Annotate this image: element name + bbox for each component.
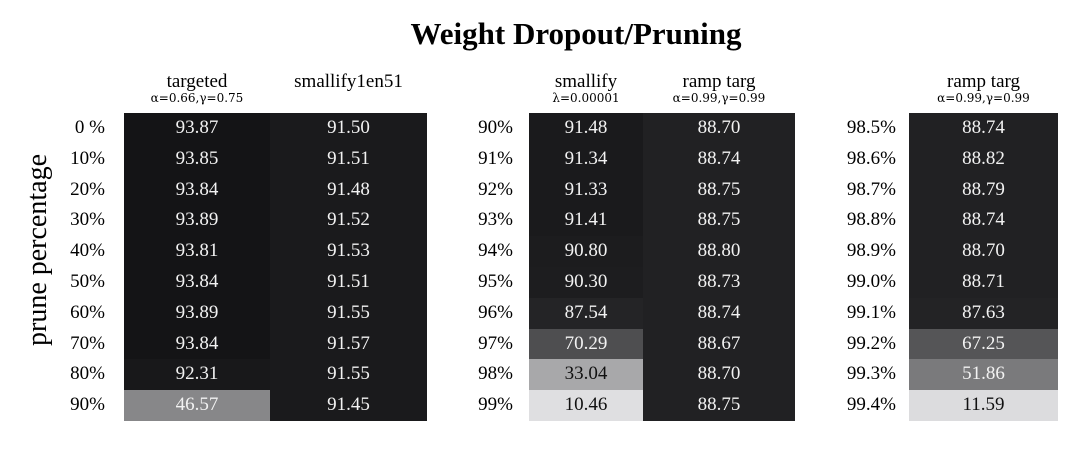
heatmap-cell: 88.75: [643, 174, 795, 206]
heatmap-cell: 88.74: [643, 297, 795, 330]
heatmap-cell: 51.86: [909, 359, 1058, 391]
row-label: 94%: [478, 240, 513, 262]
column-name: smallify1en51: [294, 71, 403, 92]
column-params: α=0.66,γ=0.75: [150, 91, 244, 105]
heatmap-cell: 88.74: [909, 113, 1058, 145]
heatmap-cell: 91.51: [270, 267, 427, 299]
heatmap-cell: 88.71: [909, 267, 1058, 299]
heatmap-cell: 88.67: [643, 328, 795, 360]
heatmap-cell: 88.79: [909, 174, 1058, 206]
row-label: 99%: [478, 394, 513, 416]
row-label: 96%: [478, 301, 513, 323]
heatmap-cell: 67.25: [909, 328, 1058, 360]
row-label: 99.4%: [846, 394, 896, 416]
row-label: 99.3%: [846, 363, 896, 385]
heatmap-cell: 91.52: [270, 205, 427, 237]
heatmap-cell: 88.70: [643, 359, 795, 391]
row-label: 40%: [70, 240, 105, 262]
heatmap-cell: 33.04: [529, 359, 643, 391]
row-label: 98.7%: [846, 178, 896, 200]
heatmap-cell: 11.59: [909, 390, 1058, 422]
column-header: smallify λ=0.00001: [489, 72, 683, 105]
row-label: 91%: [478, 147, 513, 169]
heatmap-cell: 91.55: [270, 359, 427, 391]
heatmap-cell: 93.87: [124, 113, 270, 145]
heatmap-cell: 88.70: [909, 236, 1058, 268]
column-header: smallify1en51: [230, 72, 467, 92]
heatmap-cell: 91.53: [270, 236, 427, 268]
heatmap-cell: 93.84: [124, 174, 270, 206]
row-label: 98.5%: [846, 117, 896, 138]
heatmap-cell: 91.57: [270, 328, 427, 360]
heatmap-cell: 46.57: [124, 390, 270, 422]
column-header: ramp targ α=0.99,γ=0.99: [603, 72, 835, 105]
row-label: 98.8%: [846, 209, 896, 231]
row-label: 98.6%: [846, 147, 896, 169]
row-label: 10%: [70, 147, 105, 169]
row-label: 0 %: [74, 117, 105, 138]
heatmap-cell: 93.84: [124, 328, 270, 360]
heatmap-cell: 91.48: [529, 113, 643, 145]
heatmap-cell: 88.74: [909, 205, 1058, 237]
row-label: 93%: [478, 209, 513, 231]
heatmap-cell: 91.51: [270, 143, 427, 176]
heatmap-cell: 91.41: [529, 205, 643, 237]
heatmap-cell: 93.81: [124, 236, 270, 268]
row-label: 70%: [70, 332, 105, 354]
row-label: 98.9%: [846, 240, 896, 262]
heatmap-cell: 91.45: [270, 390, 427, 422]
row-label: 60%: [70, 301, 105, 323]
heatmap-cell: 88.80: [643, 236, 795, 268]
heatmap-cell: 91.55: [270, 297, 427, 330]
heatmap-cell: 88.70: [643, 113, 795, 145]
column-name: ramp targ: [947, 71, 1020, 92]
row-label: 99.1%: [846, 301, 896, 323]
column-name: smallify: [554, 71, 618, 92]
heatmap-cell: 88.75: [643, 205, 795, 237]
heatmap-cell: 87.54: [529, 297, 643, 330]
heatmap-cell: 88.75: [643, 390, 795, 422]
row-label: 97%: [478, 332, 513, 354]
heatmap-cell: 88.82: [909, 143, 1058, 176]
column-params: λ=0.00001: [552, 91, 620, 105]
heatmap-cell: 87.63: [909, 297, 1058, 330]
heatmap-cell: 90.80: [529, 236, 643, 268]
chart-title: Weight Dropout/Pruning: [410, 16, 742, 51]
heatmap-cell: 93.84: [124, 267, 270, 299]
column-name: ramp targ: [682, 71, 756, 92]
row-label: 50%: [70, 271, 105, 292]
column-header: targeted α=0.66,γ=0.75: [84, 72, 310, 105]
heatmap-cell: 93.89: [124, 297, 270, 330]
heatmap-cell: 91.33: [529, 174, 643, 206]
row-label: 95%: [478, 271, 513, 292]
row-label: 20%: [70, 178, 105, 200]
heatmap-cell: 91.48: [270, 174, 427, 206]
heatmap-cell: 93.89: [124, 205, 270, 237]
row-label: 90%: [70, 394, 105, 416]
heatmap-cell: 93.85: [124, 143, 270, 176]
column-params: α=0.99,γ=0.99: [937, 91, 1030, 105]
row-label: 99.0%: [846, 271, 896, 292]
heatmap-cell: 10.46: [529, 390, 643, 422]
heatmap-cell: 88.73: [643, 267, 795, 299]
heatmap-cell: 90.30: [529, 267, 643, 299]
column-name: targeted: [166, 71, 228, 92]
row-label: 30%: [70, 209, 105, 231]
heatmap-cell: 88.74: [643, 143, 795, 176]
heatmap-cell: 70.29: [529, 328, 643, 360]
column-params: α=0.99,γ=0.99: [672, 91, 766, 105]
row-label: 80%: [70, 363, 105, 385]
row-label: 92%: [478, 178, 513, 200]
heatmap-cell: 92.31: [124, 359, 270, 391]
row-label: 90%: [478, 117, 513, 138]
row-label: 99.2%: [846, 332, 896, 354]
row-label: 98%: [478, 363, 513, 385]
heatmap-cell: 91.50: [270, 113, 427, 145]
column-header: ramp targ α=0.99,γ=0.99: [869, 72, 1080, 105]
heatmap-cell: 91.34: [529, 143, 643, 176]
